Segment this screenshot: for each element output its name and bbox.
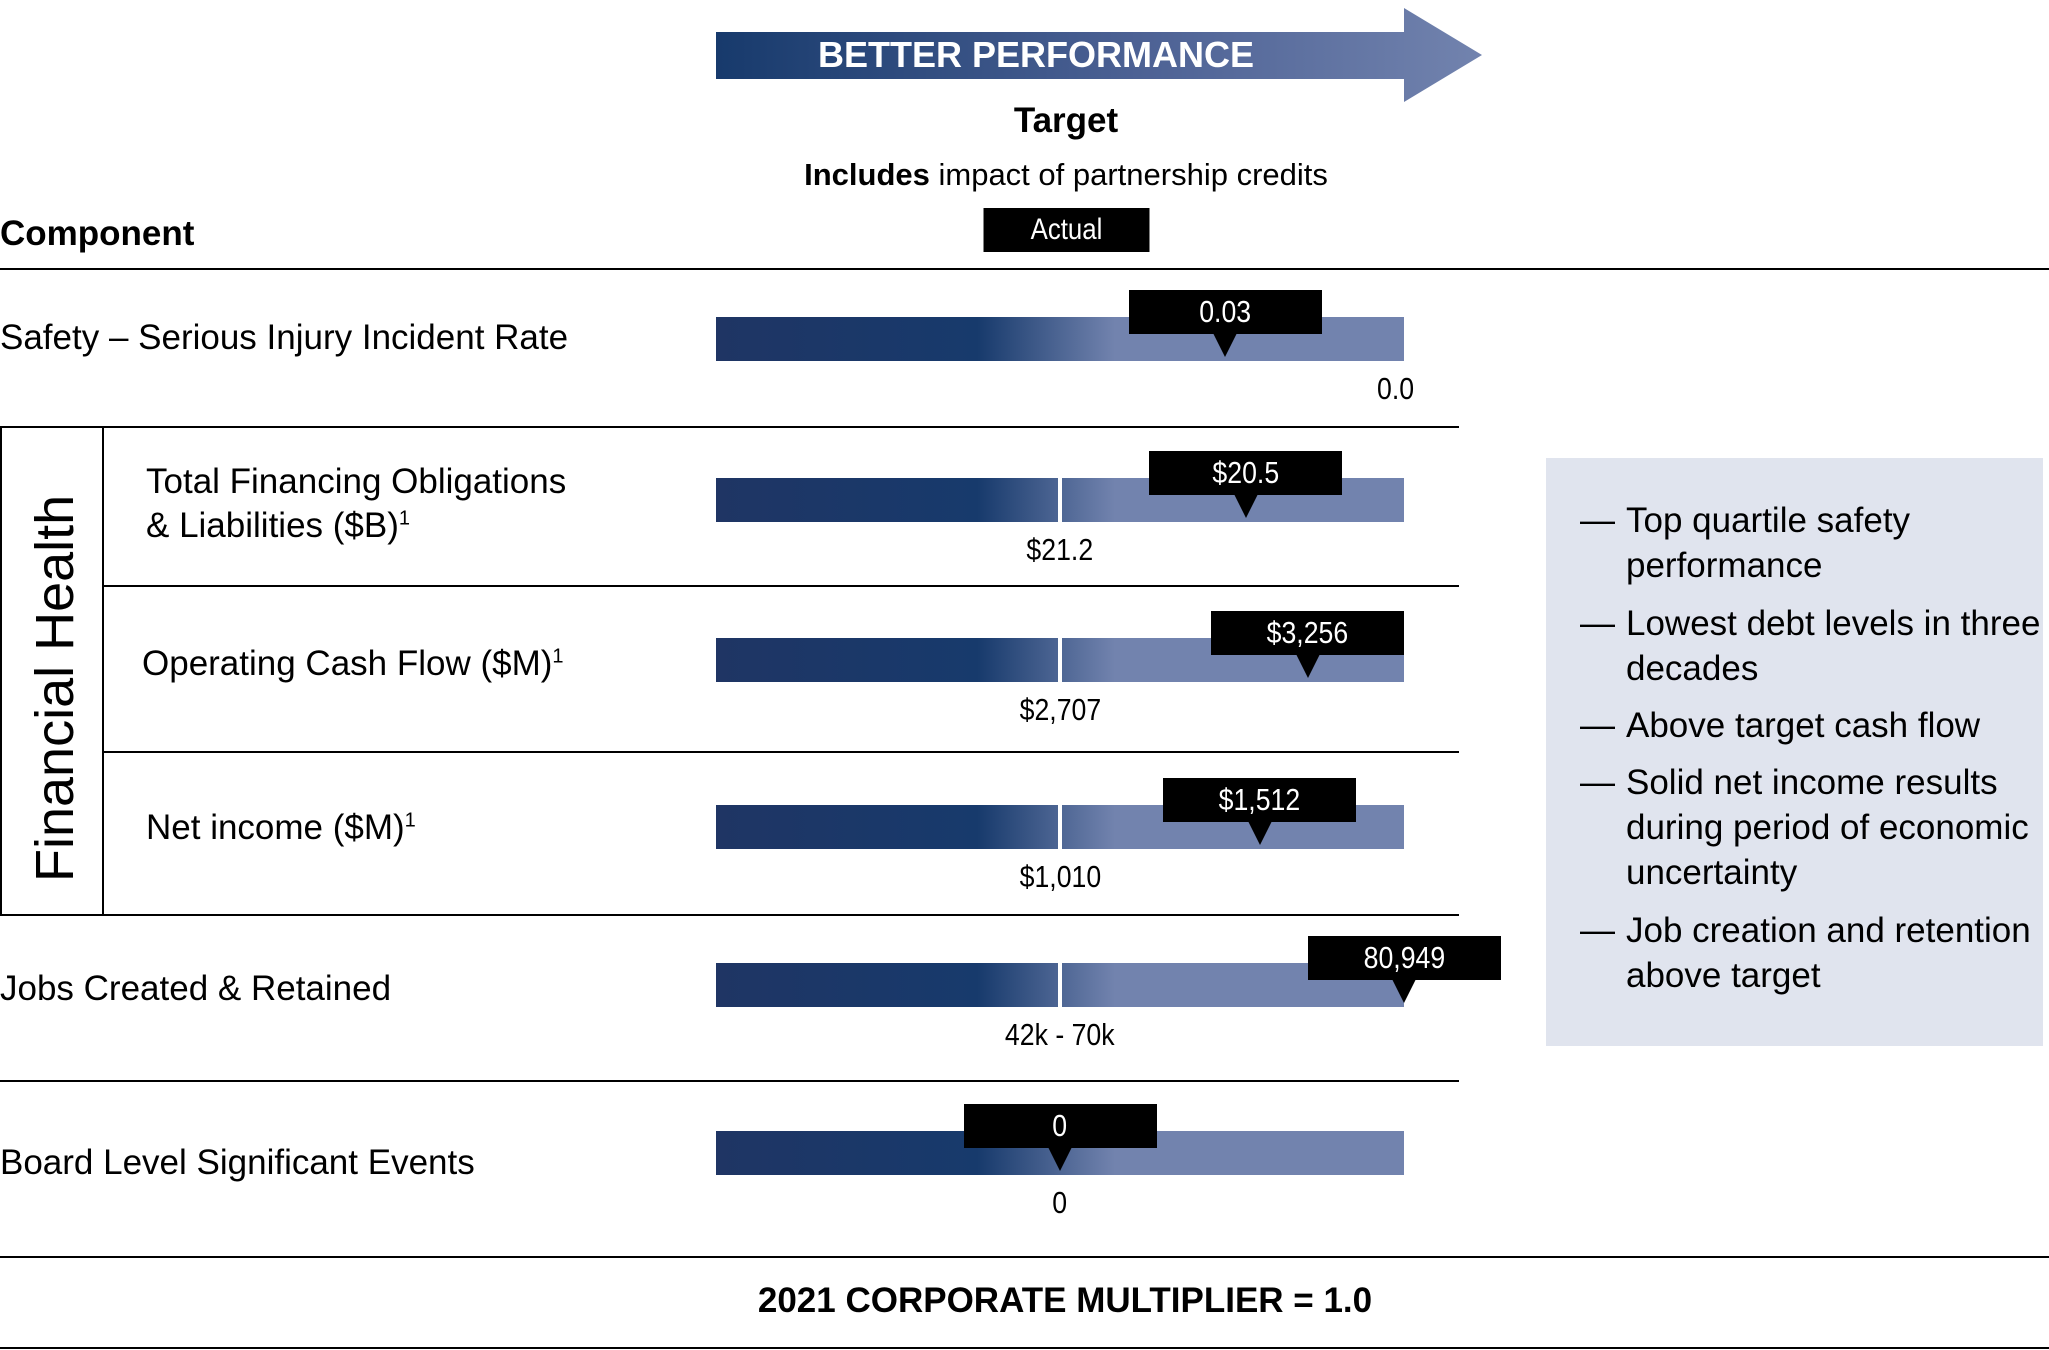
row-label-jobs: Jobs Created & Retained [0,967,391,1011]
target-value: $1,010 [1019,859,1101,894]
row-rule [0,426,1459,428]
target-value: 0 [1052,1185,1068,1220]
actual-value: $1,512 [1218,782,1301,817]
actual-value-callout: 0.03 [1128,290,1322,334]
dash: — [1580,706,1615,745]
target-sub-bold: Includes [804,157,930,192]
actual-value: 0 [1052,1108,1068,1143]
highlight-text: Solid net income results during period o… [1626,763,2029,892]
target-value-label: 0 [980,1183,1140,1223]
target-marker [1058,963,1062,1007]
actual-value: 80,949 [1363,940,1445,975]
dash: — [1580,604,1615,643]
row-rule [104,751,1459,753]
row-label-board-events: Board Level Significant Events [0,1141,475,1185]
label-text: Board Level Significant Events [0,1143,475,1182]
arrow-label: BETTER PERFORMANCE [817,34,1254,75]
financial-health-group-label: Financial Health [25,494,85,882]
row-label-safety: Safety – Serious Injury Incident Rate [0,316,568,360]
row-label-net-income: Net income ($M)1 [146,806,416,850]
dash: — [1580,763,1615,802]
highlight-text: Above target cash flow [1626,706,1981,745]
label-text: Total Financing Obligations [146,462,567,501]
label-text: & Liabilities ($B) [146,506,399,545]
target-marker [1058,805,1062,849]
target-sub-rest: impact of partnership credits [929,157,1328,192]
group-box-right [102,426,104,916]
actual-value-callout: 0 [963,1104,1157,1148]
header-rule [0,268,2049,270]
target-value-label: 42k - 70k [980,1015,1140,1055]
target-marker [1058,638,1062,682]
corporate-multiplier: 2021 CORPORATE MULTIPLIER = 1.0 [757,1281,1373,1320]
highlight-text: Job creation and retention above target [1626,911,2031,995]
dash: — [1580,911,1615,950]
row-label-cash-flow: Operating Cash Flow ($M)1 [142,642,564,686]
actual-value-callout: 80,949 [1307,936,1501,980]
target-value: $21.2 [1026,532,1094,567]
actual-value: $3,256 [1266,615,1349,650]
footnote-marker: 1 [552,645,564,668]
row-label-financing-line2: & Liabilities ($B)1 [146,504,410,548]
callout-pointer [1233,494,1258,518]
better-performance-arrow [716,8,1482,102]
row-rule [0,1080,1459,1082]
highlight-text: Lowest debt levels in three decades [1626,604,2041,688]
label-text: Operating Cash Flow ($M) [142,644,553,683]
highlight-text: Top quartile safety performance [1626,501,1911,585]
row-rule [0,914,1459,916]
label-text: Safety – Serious Injury Incident Rate [0,318,569,357]
bar-4 [716,963,1404,1007]
target-legend-subtitle: Includes impact of partnership credits [700,152,1432,198]
callout-pointer [1295,654,1320,678]
target-value: $2,707 [1019,692,1101,727]
footnote-marker: 1 [404,809,416,832]
callout-pointer [1247,821,1272,845]
actual-legend-key: Actual [983,208,1150,252]
dash: — [1580,501,1615,540]
target-marker [1058,478,1062,522]
actual-value-callout: $1,512 [1163,778,1357,822]
actual-value: 0.03 [1199,294,1252,329]
footnote-marker: 1 [398,507,411,530]
footer-rule-top [0,1256,2049,1258]
target-value: 0.0 [1377,371,1415,406]
target-value-label: 0.0 [1316,369,1476,409]
target-value-label: $1,010 [980,857,1140,897]
actual-value-callout: $20.5 [1149,451,1343,495]
group-box-left [0,426,2,916]
callout-pointer [1213,333,1238,357]
actual-value-callout: $3,256 [1211,611,1405,655]
label-text: Net income ($M) [146,808,405,847]
callout-pointer [1392,979,1416,1003]
target-legend-title: Target [1013,101,1119,140]
target-value-label: $2,707 [980,690,1140,730]
label-text: Jobs Created & Retained [0,969,392,1008]
row-rule [104,585,1459,587]
component-header: Component [0,214,195,253]
callout-pointer [1048,1147,1072,1171]
target-value-label: $21.2 [980,530,1140,570]
highlights-panel: — Top quartile safety performance — Lowest… [1546,458,2043,1046]
target-value: 42k - 70k [1005,1017,1115,1052]
actual-value: $20.5 [1212,455,1280,490]
footer-rule-bottom [0,1347,2049,1349]
row-label-financing: Total Financing Obligations [146,460,566,504]
